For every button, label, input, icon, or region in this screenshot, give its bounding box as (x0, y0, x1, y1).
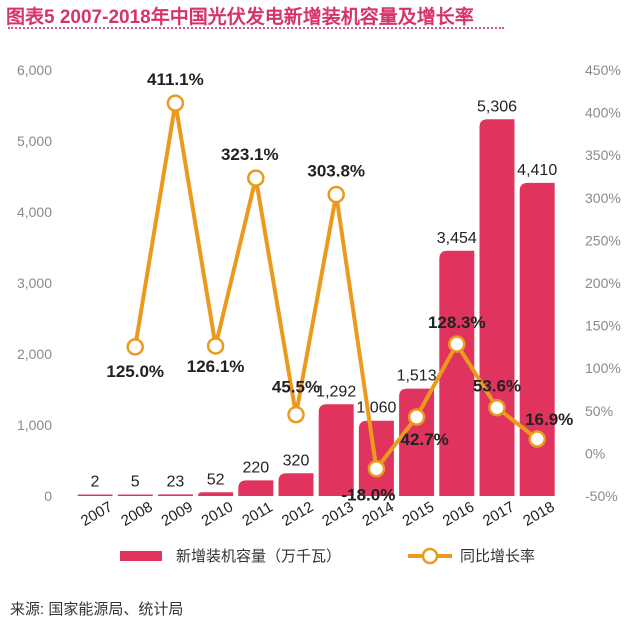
growth-rate-point-2008 (126, 338, 144, 356)
bar-value-label: 1,513 (397, 368, 437, 385)
bar-2017 (479, 119, 515, 497)
bar-2013 (318, 404, 354, 496)
x-tick-label: 2012 (279, 498, 316, 529)
x-tick-label: 2007 (78, 498, 115, 529)
growth-rate-point-2014 (367, 459, 386, 478)
bar-value-label: 2 (91, 474, 100, 491)
left-axis-tick-label: 4,000 (17, 204, 52, 220)
right-axis-tick-label: 300% (585, 190, 621, 206)
right-axis-tick-label: 200% (585, 275, 621, 291)
legend-line-label: 同比增长率 (460, 548, 536, 565)
growth-rate-point-2018 (528, 430, 546, 448)
bar-2016 (439, 250, 475, 496)
bar-2015 (399, 388, 435, 496)
growth-rate-point-2011 (247, 169, 265, 187)
growth-rate-point-2013 (327, 185, 345, 204)
bar-value-label: 1,292 (316, 383, 356, 400)
left-axis-tick-label: 2,000 (17, 346, 52, 362)
x-tick-label: 2009 (158, 498, 195, 529)
legend-item-bar: 新增装机容量（万千瓦） (120, 545, 341, 566)
right-axis-tick-label: 50% (585, 403, 613, 419)
right-axis-tick-label: 250% (585, 232, 621, 248)
legend-item-line: 同比增长率 (408, 545, 535, 566)
x-tick-label: 2008 (118, 498, 155, 529)
bar-value-label: 1,060 (356, 400, 396, 417)
right-axis-tick-label: 400% (585, 105, 621, 121)
growth-rate-label: 323.1% (221, 145, 279, 164)
title-divider (8, 27, 504, 29)
growth-rate-label: -18.0% (341, 486, 395, 505)
left-axis-tick-label: 1,000 (17, 417, 52, 433)
growth-rate-point-2015 (407, 408, 426, 426)
bar-value-label: 5 (131, 474, 140, 491)
growth-rate-label: 303.8% (307, 162, 365, 181)
x-tick-label: 2015 (400, 498, 437, 529)
legend-bar-label: 新增装机容量（万千瓦） (176, 548, 342, 565)
bar-value-label: 220 (242, 459, 269, 476)
right-axis-tick-label: 150% (585, 318, 621, 334)
growth-rate-label: 125.0% (106, 362, 164, 381)
bar-2011 (238, 480, 274, 496)
left-axis-tick-label: 5,000 (17, 133, 52, 149)
growth-rate-label: 126.1% (187, 357, 245, 376)
bar-2012 (278, 473, 314, 496)
growth-rate-label: 411.1% (147, 70, 204, 89)
chart-title: 图表5 2007-2018年中国光伏发电新增装机容量及增长率 (6, 7, 474, 28)
bar-2007 (77, 494, 113, 496)
bar-value-label: 4,410 (517, 162, 557, 179)
growth-rate-label: 42.7% (400, 430, 448, 449)
bar-2009 (157, 494, 193, 496)
right-axis-tick-label: 450% (585, 62, 621, 78)
legend-bar-swatch (120, 550, 162, 561)
growth-rate-label: 128.3% (428, 313, 486, 332)
growth-rate-point-2016 (448, 335, 466, 353)
bar-value-label: 5,306 (477, 98, 517, 115)
growth-rate-point-2010 (206, 337, 225, 355)
bar-2008 (117, 494, 153, 496)
growth-rate-label: 45.5% (272, 378, 320, 397)
right-axis-tick-label: 100% (585, 360, 621, 376)
x-tick-label: 2017 (480, 498, 517, 529)
left-axis-tick-label: 3,000 (17, 275, 52, 291)
bar-2018 (519, 182, 555, 496)
x-tick-label: 2018 (520, 498, 557, 529)
bar-2010 (198, 492, 234, 496)
right-axis-tick-label: -50% (585, 488, 618, 504)
x-tick-label: 2016 (440, 498, 477, 529)
left-axis-tick-label: 0 (44, 488, 52, 504)
x-tick-label: 2010 (199, 498, 236, 529)
growth-rate-point-2009 (166, 94, 185, 112)
left-axis-tick-label: 6,000 (17, 62, 52, 78)
legend-line-swatch-icon (408, 547, 452, 564)
growth-rate-point-2012 (287, 405, 305, 424)
bar-value-label: 320 (283, 452, 310, 469)
x-tick-label: 2011 (239, 499, 275, 530)
growth-rate-label: 16.9% (525, 410, 573, 429)
growth-rate-point-2017 (488, 398, 506, 417)
bar-value-label: 52 (207, 471, 225, 488)
right-axis-tick-label: 350% (585, 147, 621, 163)
bar-value-label: 3,454 (437, 230, 477, 247)
source-note: 来源: 国家能源局、统计局 (10, 601, 184, 618)
growth-rate-label: 53.6% (473, 377, 521, 396)
bar-value-label: 23 (167, 473, 185, 490)
right-axis-tick-label: 0% (585, 445, 605, 461)
